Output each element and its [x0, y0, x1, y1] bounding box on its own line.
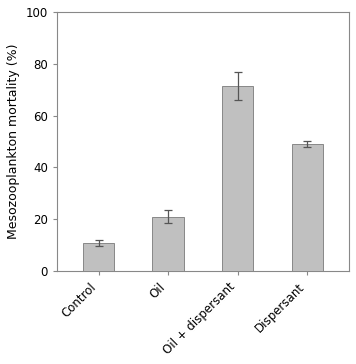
Bar [222, 86, 253, 271]
Bar [152, 217, 184, 271]
Bar [292, 144, 323, 271]
Y-axis label: Mesozooplankton mortality (%): Mesozooplankton mortality (%) [7, 44, 20, 239]
Bar [83, 243, 114, 271]
